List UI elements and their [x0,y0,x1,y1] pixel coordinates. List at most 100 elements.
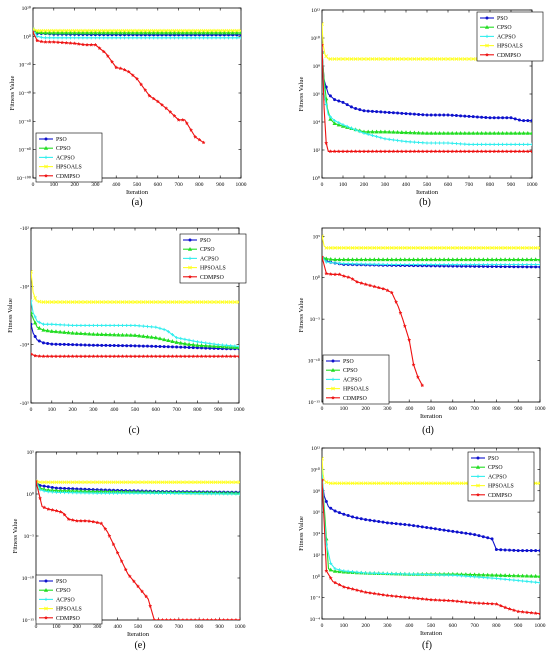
data-point [35,38,40,43]
data-point [507,548,511,552]
data-point [155,28,160,33]
data-point [520,609,525,614]
data-point [399,57,404,61]
data-point [234,480,238,485]
data-point [322,42,325,47]
x-tick-label: 800 [195,182,204,188]
data-point [433,527,437,531]
data-point [188,256,192,260]
data-point [499,548,503,552]
data-point [87,323,91,328]
legend-label: CDMPSO [343,396,367,402]
data-point [391,129,396,134]
data-point [442,141,446,145]
series-acpso [322,467,540,585]
data-point [213,617,218,620]
data-point [398,522,402,526]
data-point [525,549,529,553]
data-point [398,481,403,486]
data-point [329,561,333,566]
data-point [484,24,490,29]
data-point [328,149,333,154]
data-point [103,491,107,495]
data-point [437,130,442,135]
data-point [438,527,442,531]
data-point [496,142,500,146]
data-point [328,116,333,121]
data-point [101,30,106,35]
legend-label: PSO [200,238,211,244]
data-point [33,315,37,319]
data-point [403,262,407,267]
data-point [408,140,412,144]
x-tick-label: 300 [383,406,392,412]
data-point [220,354,225,359]
data-point [39,39,44,44]
data-point [450,257,455,262]
data-point [331,386,335,391]
series-cdmpso [33,29,206,145]
data-point [216,343,220,347]
data-point [209,617,214,620]
data-point [332,568,338,573]
data-point [139,28,144,33]
data-point [342,262,346,266]
data-point [74,518,79,523]
data-point [520,262,525,267]
data-point [425,113,429,117]
data-point [324,102,328,107]
data-point [139,36,143,40]
data-point [333,261,337,265]
data-point [93,28,98,33]
data-point [425,526,429,530]
data-point [359,280,364,285]
data-point [184,617,190,620]
data-point [207,354,213,359]
data-point [429,526,433,530]
data-point [50,507,55,512]
data-point [361,149,367,154]
legend: PSO CPSO ACPSO HPSOALS CDMPSO [35,574,103,625]
data-point [197,137,202,142]
data-point [503,245,508,250]
data-point [188,127,194,132]
data-point [398,257,403,262]
data-point [349,126,353,130]
data-point [105,30,110,35]
data-point [468,532,472,536]
data-point [451,262,455,267]
data-point [332,57,337,61]
data-point [163,106,169,111]
data-point [395,149,400,154]
data-point [441,598,447,603]
data-point [169,491,173,495]
data-point [218,492,222,496]
data-point [468,574,472,579]
data-point [224,343,229,347]
data-point [232,300,237,305]
data-point [521,130,526,135]
data-point [459,142,463,146]
data-point [534,265,538,269]
data-point [37,325,42,330]
data-point [79,491,83,495]
data-point [387,110,391,114]
data-point [512,548,516,552]
x-tick-label: 800 [486,182,495,188]
data-point [433,257,438,262]
data-point [416,262,420,267]
data-point [164,30,169,35]
data-point [516,609,521,614]
data-point [504,130,509,135]
series-cdmpso [31,351,239,359]
data-point [342,512,346,516]
data-point [377,520,381,524]
data-point [66,516,71,522]
data-point [38,480,42,485]
data-point [214,36,218,40]
data-point [489,572,495,577]
data-point [116,354,121,359]
data-point [237,344,239,349]
data-point [44,164,48,169]
data-point [428,597,434,602]
